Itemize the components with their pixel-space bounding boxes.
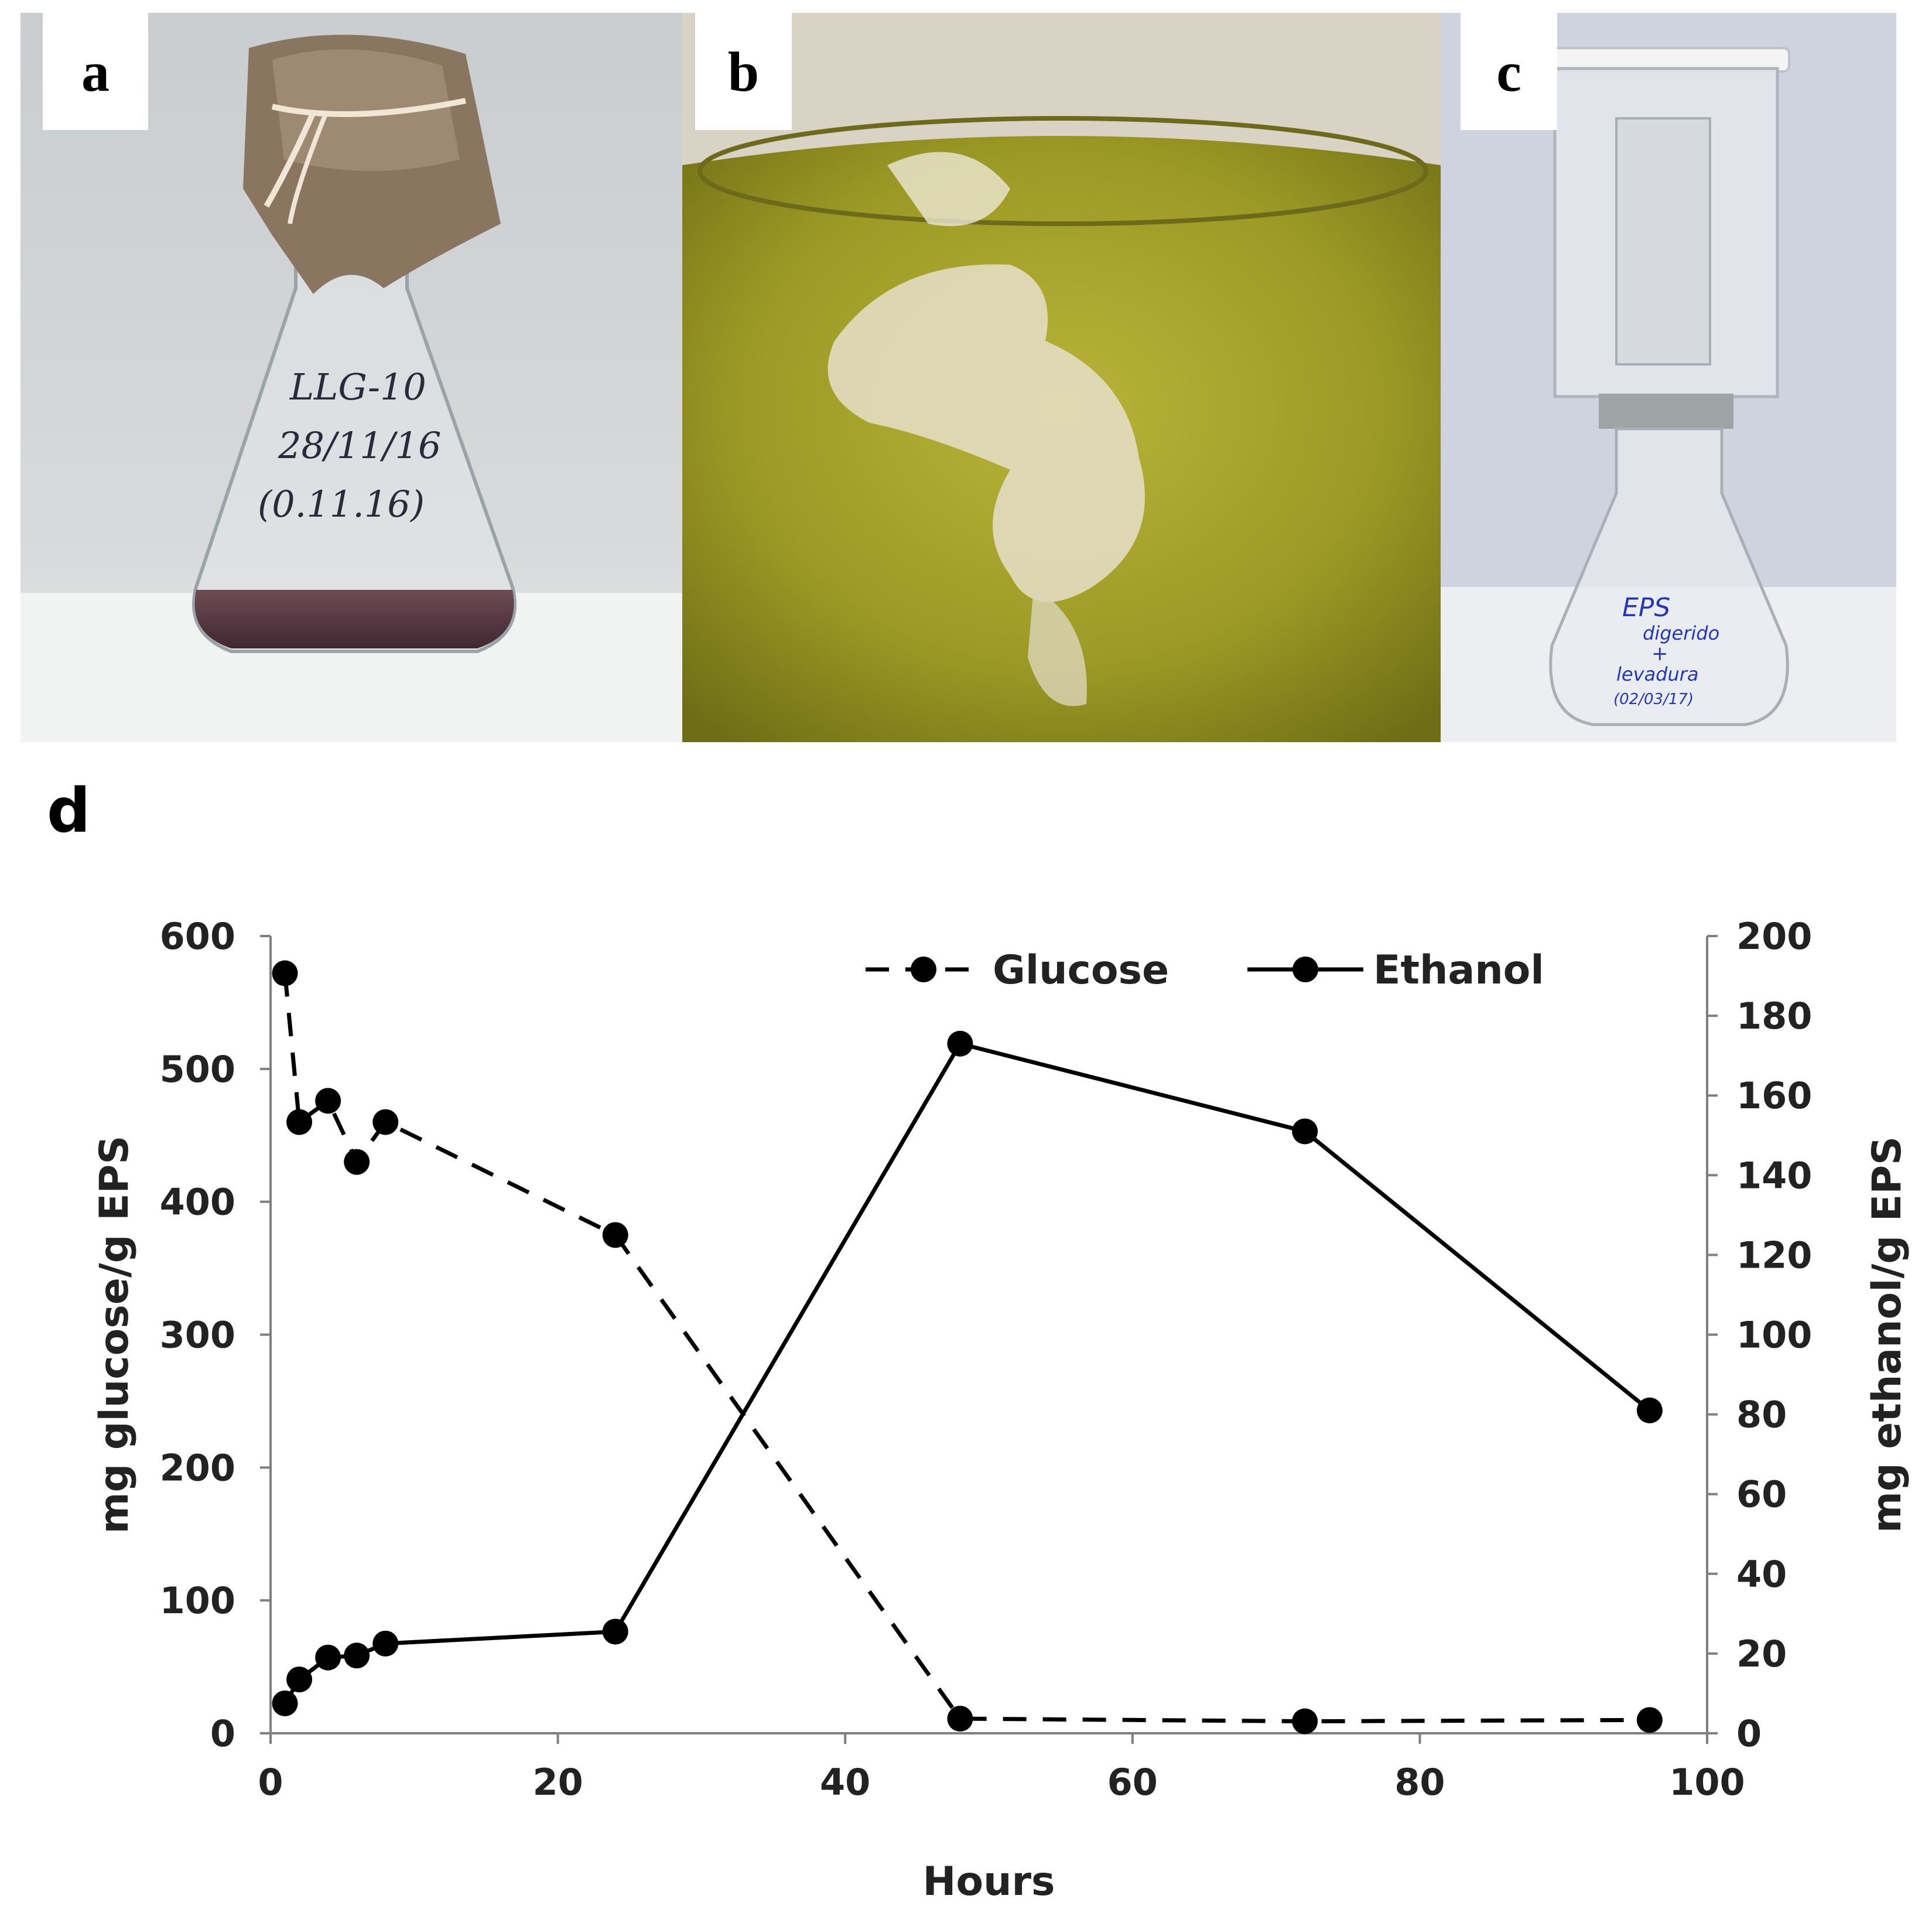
y-right-tick-label: 160 [1736, 1074, 1812, 1117]
glucose-data-point [947, 1706, 973, 1732]
x-tick-label: 0 [258, 1761, 283, 1804]
y-axis-left-label: mg glucose/g EPS [91, 1136, 138, 1534]
x-tick-label: 80 [1394, 1761, 1445, 1804]
chart-series [272, 960, 1663, 1734]
y-right-tick-label: 0 [1736, 1712, 1762, 1755]
x-tick-label: 40 [820, 1761, 870, 1804]
ethanol-data-point [315, 1644, 341, 1671]
y-right-tick-label: 60 [1736, 1473, 1787, 1516]
glucose-data-point [602, 1222, 628, 1248]
y-left-tick-label: 100 [160, 1579, 235, 1622]
panel-label-a: a [43, 13, 148, 130]
photo-panel-b: b [682, 13, 1441, 742]
glucose-data-point [286, 1109, 313, 1135]
ethanol-legend-marker [1292, 957, 1318, 982]
flask-c-illustration: EPS digerido + levadura (02/03/17) [1441, 13, 1896, 742]
x-tick-label: 20 [532, 1761, 583, 1804]
flask-c-text-line-4: levadura [1616, 663, 1698, 685]
flask-c-text-line-5: (02/03/17) [1613, 691, 1694, 708]
ethanol-data-point [372, 1630, 399, 1657]
panel-label-b: b [695, 13, 792, 130]
chart-panel-d: d 0 20 40 60 80 100 0 100 200 300 400 500 600 0 20 40 60… [47, 775, 1910, 1905]
y-right-tick-label: 140 [1736, 1154, 1812, 1197]
chart-axes: 0 20 40 60 80 100 0 100 200 300 400 500 600 0 20 40 60 80… [160, 915, 1813, 1804]
flask-c-text-line-2: digerido [1643, 622, 1719, 644]
ethanol-legend-label: Ethanol [1373, 947, 1544, 993]
glucose-data-point [315, 1088, 341, 1114]
x-tick-label: 60 [1107, 1761, 1158, 1804]
chart-legend: Glucose Ethanol [866, 947, 1544, 993]
panel-label-d: d [47, 775, 90, 846]
panel-label-c: c [1461, 13, 1557, 130]
glucose-data-point [1292, 1708, 1318, 1734]
x-axis-label: Hours [922, 1859, 1055, 1905]
flask-a-text-line-1: LLG-10 [289, 366, 426, 408]
glucose-data-point [372, 1109, 399, 1135]
y-axis-right-label: mg ethanol/g EPS [1864, 1136, 1910, 1533]
ethanol-data-point [602, 1618, 628, 1645]
glucose-legend-label: Glucose [993, 947, 1169, 993]
glucose-data-point [1636, 1707, 1663, 1733]
y-left-tick-label: 400 [160, 1181, 235, 1224]
flask-b-illustration [682, 13, 1441, 742]
y-right-tick-label: 200 [1736, 915, 1812, 958]
flask-a-text-line-2: 28/11/16 [278, 424, 441, 467]
x-tick-label: 100 [1669, 1761, 1745, 1804]
ethanol-data-point [286, 1666, 313, 1693]
ethanol-data-point [1636, 1397, 1663, 1423]
ethanol-data-point [947, 1030, 973, 1057]
ethanol-data-point [344, 1642, 370, 1669]
y-right-tick-label: 180 [1736, 995, 1812, 1037]
ethanol-data-point [272, 1690, 298, 1716]
y-left-tick-label: 300 [160, 1314, 235, 1357]
y-left-tick-label: 500 [160, 1048, 235, 1091]
y-right-tick-label: 40 [1736, 1553, 1787, 1596]
flask-c-text-line-1: EPS [1622, 593, 1670, 623]
y-right-tick-label: 100 [1736, 1314, 1812, 1357]
flask-a-illustration: LLG-10 28/11/16 (0.11.16) [20, 13, 682, 742]
y-right-tick-label: 120 [1736, 1234, 1812, 1276]
ethanol-series-line [283, 1041, 1651, 1705]
glucose-data-point [344, 1149, 370, 1175]
glucose-data-point [272, 960, 298, 986]
glucose-legend-marker [911, 957, 936, 982]
ethanol-data-point [1292, 1118, 1318, 1145]
y-left-tick-label: 200 [160, 1446, 235, 1489]
flask-a-text-line-3: (0.11.16) [258, 483, 425, 525]
y-left-tick-label: 600 [160, 915, 235, 958]
photo-panel-a: LLG-10 28/11/16 (0.11.16) a [20, 13, 682, 742]
y-left-tick-label: 0 [210, 1712, 235, 1755]
glucose-series-line [283, 973, 1650, 1724]
y-right-tick-label: 80 [1736, 1394, 1787, 1436]
flask-c-text-line-3: + [1651, 642, 1668, 665]
y-right-tick-label: 20 [1736, 1633, 1787, 1675]
photo-panel-c: EPS digerido + levadura (02/03/17) c [1441, 13, 1896, 742]
